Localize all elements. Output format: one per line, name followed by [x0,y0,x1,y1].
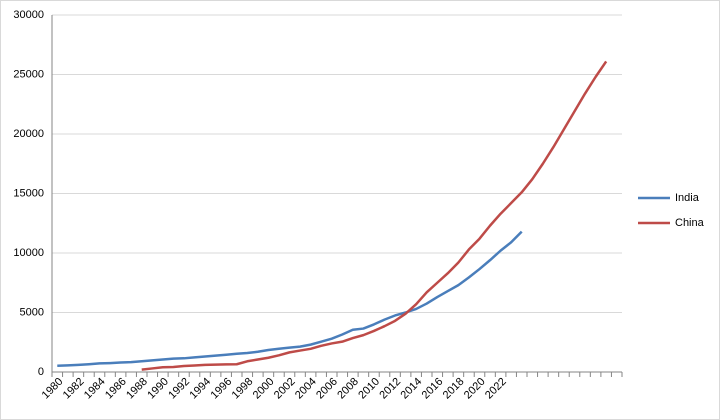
series-line [57,230,523,367]
y-tick-label: 10000 [13,247,44,259]
y-tick-label: 20000 [13,128,44,140]
y-tick-label: 15000 [13,187,44,199]
y-tick-label: 0 [38,366,44,378]
y-tick-label: 25000 [13,68,44,80]
legend-label: India [675,192,700,204]
y-tick-label: 30000 [13,9,44,21]
legend-label: China [675,217,705,229]
series-line [141,60,608,371]
y-tick-label: 5000 [20,306,44,318]
